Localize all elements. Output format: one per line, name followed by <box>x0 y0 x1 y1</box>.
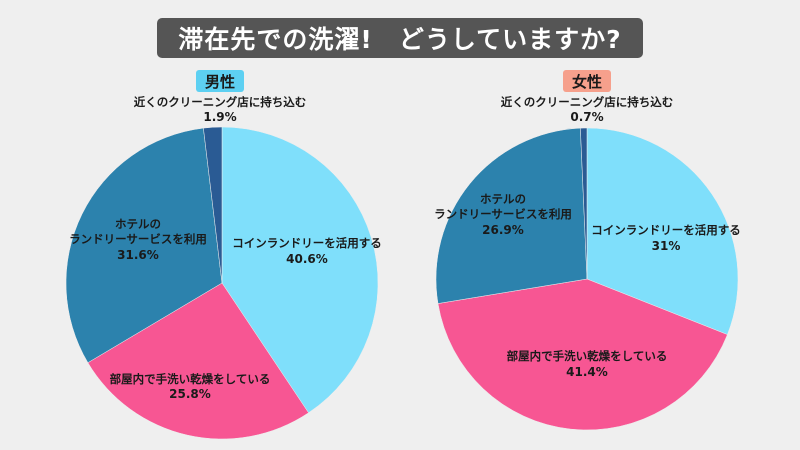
female-label-cleaning: 近くのクリーニング店に持ち込む <box>501 95 674 109</box>
male-value-hotel: 31.6% <box>117 248 159 262</box>
female-label-coin: コインランドリーを活用する <box>591 223 741 237</box>
male-value-home: 25.8% <box>169 387 211 401</box>
male-label-coin: コインランドリーを活用する <box>232 236 382 250</box>
female-slice-hotel <box>435 127 588 304</box>
female-label-hotel-line2: ランドリーサービスを利用 <box>434 207 572 221</box>
female-value-hotel: 26.9% <box>482 223 524 237</box>
male-value-cleaning: 1.9% <box>203 110 236 124</box>
female-slice-home <box>437 278 728 431</box>
male-label-hotel-line2: ランドリーサービスを利用 <box>69 232 207 246</box>
female-value-coin: 31% <box>652 239 681 253</box>
male-label-home: 部屋内で手洗い乾燥をしている <box>110 372 271 386</box>
male-badge <box>196 70 244 92</box>
female-label-hotel-line1: ホテルの <box>480 192 526 206</box>
male-label-cleaning: 近くのクリーニング店に持ち込む <box>134 95 307 109</box>
male-slice-home <box>87 282 309 440</box>
male-slice-hotel <box>65 127 223 364</box>
male-slice-cleaning <box>203 126 223 284</box>
female-pie-chart: 女性 近くのクリーニング店に持ち込む 0.7% コインランドリーを活用する 31… <box>434 70 741 431</box>
female-slice-coin <box>586 127 739 335</box>
female-value-cleaning: 0.7% <box>570 110 603 124</box>
male-value-coin: 40.6% <box>286 252 328 266</box>
male-pie-chart: 男性 近くのクリーニング店に持ち込む 1.9% コインランドリーを活用する 40… <box>65 70 382 440</box>
female-slice-cleaning <box>580 127 588 280</box>
female-badge <box>563 70 611 92</box>
male-title: 男性 <box>205 73 235 91</box>
female-label-home: 部屋内で手洗い乾燥をしている <box>507 349 668 363</box>
page-title: 滞在先での洗濯! どうしていますか? <box>157 18 643 58</box>
female-title: 女性 <box>572 73 602 91</box>
male-label-hotel-line1: ホテルの <box>115 217 161 231</box>
female-value-home: 41.4% <box>566 365 608 379</box>
